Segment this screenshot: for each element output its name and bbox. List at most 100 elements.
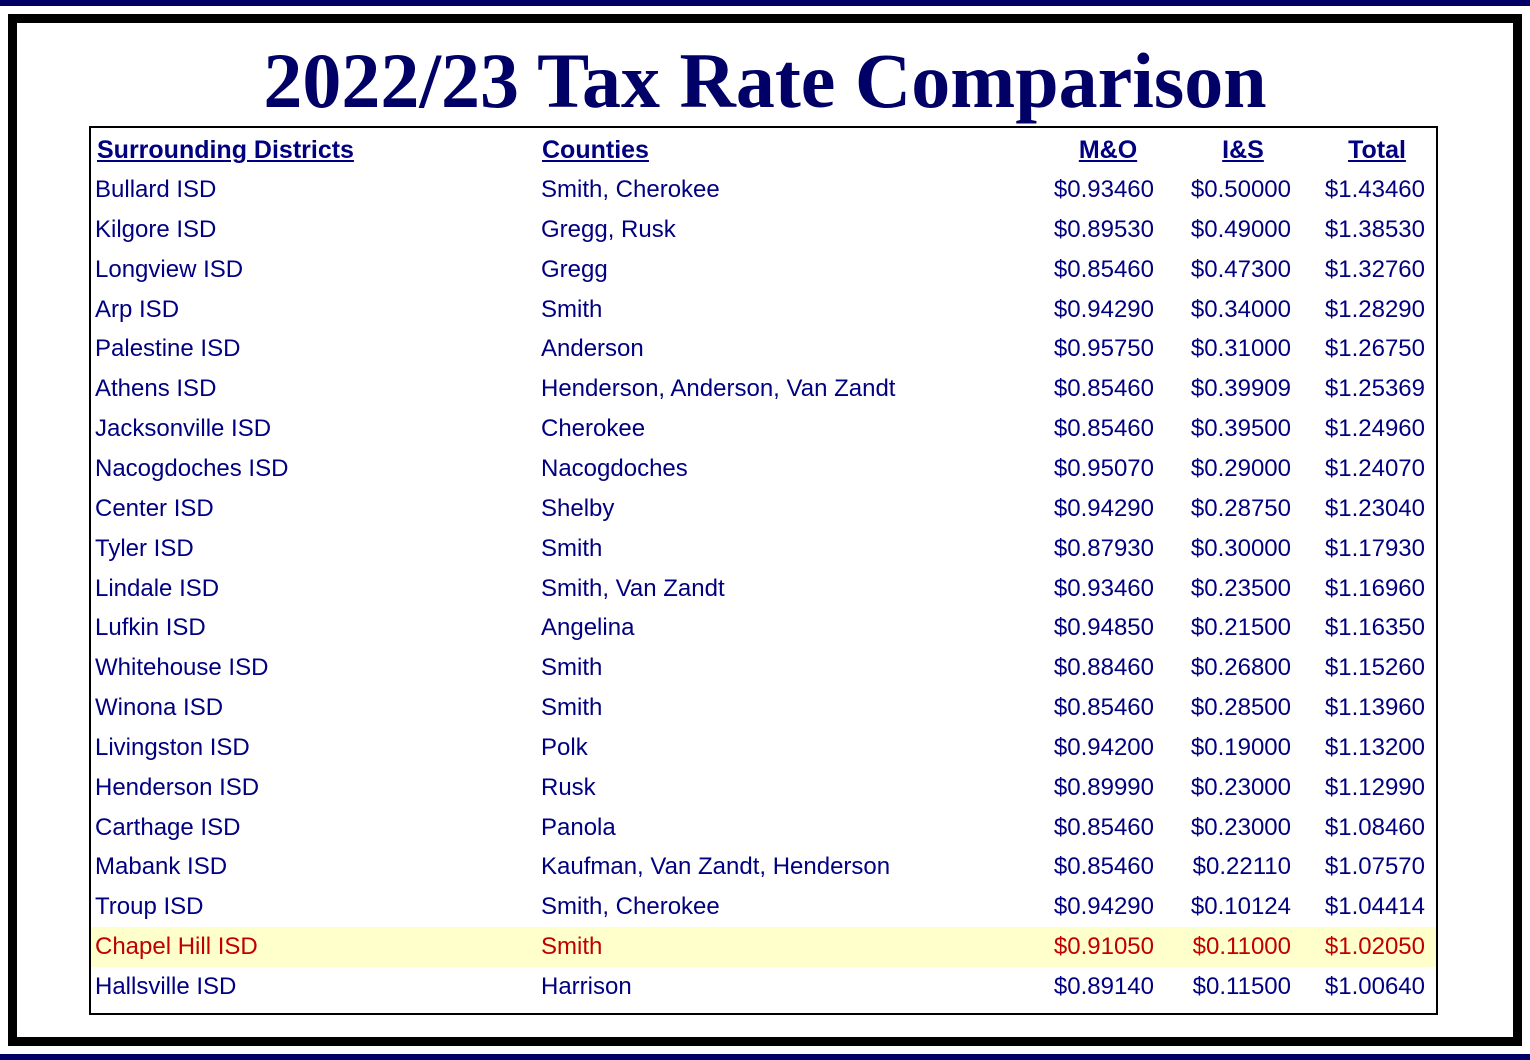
county-cell: Polk xyxy=(541,733,588,761)
district-cell: Henderson ISD xyxy=(95,773,260,801)
county-cell: Anderson xyxy=(541,335,644,363)
district-cell: Livingston ISD xyxy=(95,733,250,761)
total-rate-cell: $1.24960 xyxy=(1324,415,1425,443)
table-row: Nacogdoches ISD Nacogdoches $0.95070 $0.290… xyxy=(91,449,1436,489)
mo-rate-cell: $0.89140 xyxy=(1053,973,1154,1000)
mo-rate-cell: $0.93460 xyxy=(1053,176,1154,203)
county-cell: Smith, Cherokee xyxy=(541,176,720,203)
is-rate-cell: $0.39909 xyxy=(1190,375,1291,403)
mo-rate-cell: $0.95070 xyxy=(1053,454,1154,482)
table-row: Palestine ISD Anderson $0.95750 $0.31000 $1.… xyxy=(91,329,1436,369)
district-cell: Athens ISD xyxy=(95,375,217,403)
table-row: Arp ISD Smith $0.94290 $0.34000 $1.28290 xyxy=(91,290,1436,330)
table-row: Kilgore ISD Gregg, Rusk $0.89530 $0.49000 $1… xyxy=(91,210,1436,250)
table-row: Whitehouse ISD Smith $0.88460 $0.26800 $1.15… xyxy=(91,648,1436,688)
county-cell: Smith, Van Zandt xyxy=(541,574,725,602)
district-cell: Chapel Hill ISD xyxy=(95,933,258,961)
tax-rate-table: Surrounding Districts Counties M&O I&S T… xyxy=(89,126,1438,1015)
county-cell: Smith, Cherokee xyxy=(541,893,720,921)
county-cell: Rusk xyxy=(541,773,596,801)
is-rate-cell: $0.11000 xyxy=(1192,933,1291,961)
is-rate-cell: $0.28750 xyxy=(1190,494,1291,522)
table-row: Henderson ISD Rusk $0.89990 $0.23000 $1.1299… xyxy=(91,768,1436,808)
district-cell: Mabank ISD xyxy=(95,853,228,881)
total-rate-cell: $1.17930 xyxy=(1324,534,1425,562)
county-cell: Smith xyxy=(541,295,603,323)
district-cell: Longview ISD xyxy=(95,255,244,283)
district-cell: Winona ISD xyxy=(95,694,224,722)
total-rate-cell: $1.32760 xyxy=(1324,255,1425,283)
total-rate-cell: $1.12990 xyxy=(1324,773,1425,801)
is-rate-cell: $0.23000 xyxy=(1190,773,1291,801)
is-rate-cell: $0.39500 xyxy=(1190,415,1291,443)
district-cell: Bullard ISD xyxy=(95,176,217,203)
county-cell: Nacogdoches xyxy=(541,454,688,482)
is-rate-cell: $0.23500 xyxy=(1190,574,1291,602)
county-cell: Smith xyxy=(541,933,603,961)
mo-rate-cell: $0.85460 xyxy=(1053,853,1154,881)
mo-rate-cell: $0.94200 xyxy=(1053,733,1154,761)
mo-rate-cell: $0.88460 xyxy=(1053,654,1154,682)
header-is: I&S xyxy=(1222,136,1264,164)
table-row: Longview ISD Gregg $0.85460 $0.47300 $1.3276… xyxy=(91,250,1436,290)
county-cell: Panola xyxy=(541,813,616,841)
county-cell: Angelina xyxy=(541,614,635,642)
header-surrounding-districts: Surrounding Districts xyxy=(97,136,354,164)
total-rate-cell: $1.24070 xyxy=(1324,454,1425,482)
table-row: Bullard ISD Smith, Cherokee $0.93460 $0.500… xyxy=(91,170,1436,210)
district-cell: Center ISD xyxy=(95,494,214,522)
district-cell: Arp ISD xyxy=(95,295,180,323)
district-cell: Troup ISD xyxy=(95,893,204,921)
table-row: Lufkin ISD Angelina $0.94850 $0.21500 $1.163… xyxy=(91,608,1436,648)
district-cell: Nacogdoches ISD xyxy=(95,454,289,482)
total-rate-cell: $1.13960 xyxy=(1324,694,1425,722)
mo-rate-cell: $0.94290 xyxy=(1053,295,1154,323)
county-cell: Smith xyxy=(541,654,603,682)
table-row: Mabank ISD Kaufman, Van Zandt, Henderson $… xyxy=(91,847,1436,887)
total-rate-cell: $1.26750 xyxy=(1324,335,1425,363)
mo-rate-cell: $0.95750 xyxy=(1053,335,1154,363)
total-rate-cell: $1.25369 xyxy=(1324,375,1425,403)
mo-rate-cell: $0.85460 xyxy=(1053,813,1154,841)
total-rate-cell: $1.15260 xyxy=(1324,654,1425,682)
mo-rate-cell: $0.94850 xyxy=(1053,614,1154,642)
mo-rate-cell: $0.91050 xyxy=(1053,933,1154,961)
is-rate-cell: $0.34000 xyxy=(1190,295,1291,323)
total-rate-cell: $1.38530 xyxy=(1324,215,1425,243)
district-cell: Whitehouse ISD xyxy=(95,654,269,682)
total-rate-cell: $1.43460 xyxy=(1324,176,1425,203)
header-total: Total xyxy=(1348,136,1406,164)
mo-rate-cell: $0.89530 xyxy=(1053,215,1154,243)
mo-rate-cell: $0.94290 xyxy=(1053,494,1154,522)
header-mo: M&O xyxy=(1078,136,1138,164)
district-cell: Carthage ISD xyxy=(95,813,241,841)
district-cell: Kilgore ISD xyxy=(95,215,217,243)
mo-rate-cell: $0.87930 xyxy=(1053,534,1154,562)
is-rate-cell: $0.23000 xyxy=(1190,813,1291,841)
is-rate-cell: $0.10124 xyxy=(1190,893,1291,921)
table-row: Troup ISD Smith, Cherokee $0.94290 $0.10124… xyxy=(91,887,1436,927)
is-rate-cell: $0.11500 xyxy=(1192,973,1291,1000)
table-row: Livingston ISD Polk $0.94200 $0.19000 $1.132… xyxy=(91,728,1436,768)
table-row: Tyler ISD Smith $0.87930 $0.30000 $1.17930 xyxy=(91,529,1436,569)
mo-rate-cell: $0.85460 xyxy=(1053,694,1154,722)
mo-rate-cell: $0.93460 xyxy=(1053,574,1154,602)
county-cell: Kaufman, Van Zandt, Henderson xyxy=(541,853,891,881)
is-rate-cell: $0.21500 xyxy=(1190,614,1291,642)
mo-rate-cell: $0.85460 xyxy=(1053,375,1154,403)
total-rate-cell: $1.28290 xyxy=(1324,295,1425,323)
table-header-row: Surrounding Districts Counties M&O I&S T… xyxy=(91,130,1436,170)
mo-rate-cell: $0.89990 xyxy=(1053,773,1154,801)
is-rate-cell: $0.50000 xyxy=(1190,176,1291,203)
total-rate-cell: $1.13200 xyxy=(1324,733,1425,761)
is-rate-cell: $0.31000 xyxy=(1190,335,1291,363)
is-rate-cell: $0.29000 xyxy=(1190,454,1291,482)
district-cell: Lufkin ISD xyxy=(95,614,206,642)
page-title: 2022/23 Tax Rate Comparison xyxy=(263,37,1267,124)
mo-rate-cell: $0.85460 xyxy=(1053,255,1154,283)
table-row: Winona ISD Smith $0.85460 $0.28500 $1.13960 xyxy=(91,688,1436,728)
county-cell: Gregg, Rusk xyxy=(541,215,676,243)
county-cell: Henderson, Anderson, Van Zandt xyxy=(541,375,896,403)
is-rate-cell: $0.49000 xyxy=(1190,215,1291,243)
